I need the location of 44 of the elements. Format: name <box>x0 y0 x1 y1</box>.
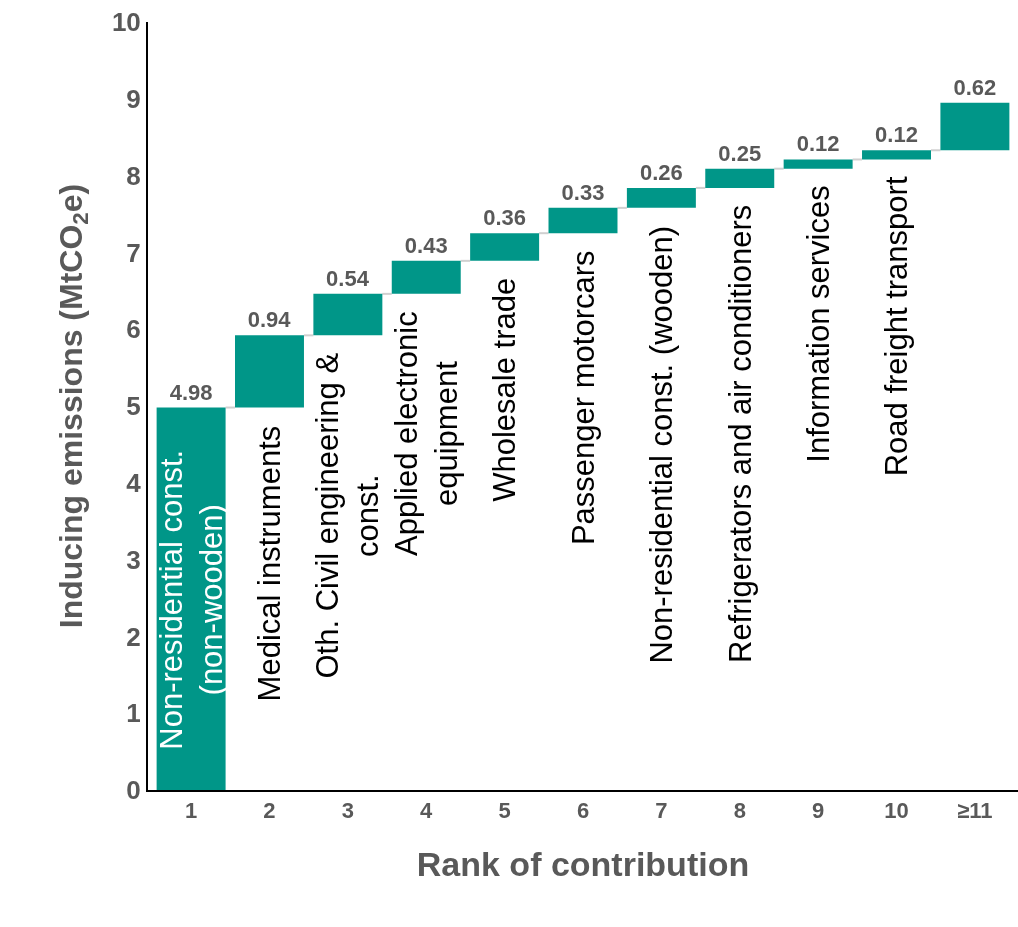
x-tick-label: 7 <box>655 798 668 824</box>
x-tick-label: 1 <box>184 798 198 824</box>
y-tick-label: 6 <box>126 314 141 345</box>
y-tick-label: 3 <box>126 544 141 575</box>
annotation: Non-residential const. (non-wooden) <box>153 449 229 750</box>
y-tick-label: 10 <box>111 7 141 38</box>
y-tick-label: 4 <box>126 467 142 498</box>
x-tick-label: 10 <box>884 798 909 824</box>
data-label: 0.26 <box>639 159 683 185</box>
data-label: 0.25 <box>718 140 762 166</box>
data-label: 4.98 <box>169 379 213 405</box>
data-label: 0.12 <box>796 131 840 157</box>
annotation: Information services <box>800 185 836 463</box>
data-label: 0.12 <box>875 122 918 148</box>
data-label: 0.62 <box>953 74 997 100</box>
x-tick-label: 2 <box>263 798 276 824</box>
y-tick-label: 9 <box>126 83 141 114</box>
data-label: 0.33 <box>561 179 605 205</box>
annotation: Non-residential const. (wooden) <box>644 225 680 664</box>
annotation: Medical instruments <box>251 425 287 702</box>
data-label: 0.36 <box>483 205 527 231</box>
data-label: 0.43 <box>404 232 448 258</box>
x-tick-label: ≥11 <box>957 798 993 824</box>
data-label: 0.94 <box>247 307 292 333</box>
x-tick-label: 8 <box>733 798 746 824</box>
x-axis-title: Rank of contribution <box>416 845 750 884</box>
data-label: 0.54 <box>326 265 370 291</box>
y-tick-label: 7 <box>126 237 141 268</box>
annotation: Oth. Civil engineering & const. <box>310 352 386 679</box>
annotation: Wholesale trade <box>487 277 523 502</box>
y-tick-label: 5 <box>126 391 141 422</box>
annotation: Passenger motorcars <box>565 250 601 546</box>
x-tick-label: 6 <box>576 798 590 824</box>
y-tick-label: 0 <box>126 775 141 806</box>
y-tick-label: 2 <box>126 621 141 652</box>
annotation: Road freight transport <box>878 176 914 477</box>
x-tick-label: 3 <box>341 798 354 824</box>
x-tick-label: 9 <box>812 798 825 824</box>
annotation: Applied electronic equipment <box>388 311 464 556</box>
x-tick-label: 4 <box>420 798 434 824</box>
annotation: Refrigerators and air conditioners <box>722 204 758 664</box>
y-tick-label: 8 <box>126 160 141 191</box>
x-tick-label: 5 <box>498 798 511 824</box>
y-tick-label: 1 <box>126 698 141 729</box>
